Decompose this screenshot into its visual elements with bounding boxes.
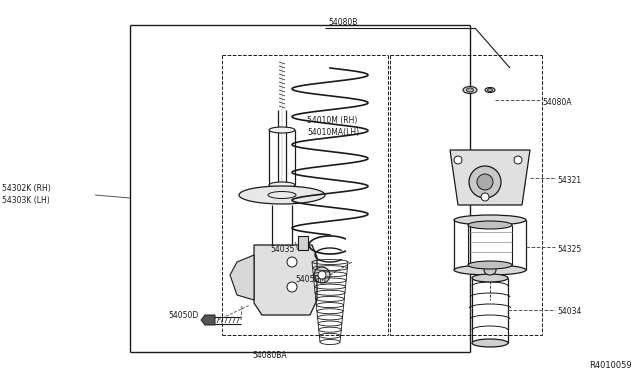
Text: 54325: 54325 [557,244,581,253]
Text: R4010059: R4010059 [589,360,632,369]
Ellipse shape [239,186,325,204]
Circle shape [287,282,297,292]
Text: 54050M: 54050M [295,276,326,285]
Polygon shape [230,255,254,300]
Circle shape [481,193,489,201]
Ellipse shape [269,127,295,133]
Text: 54010MA(LH): 54010MA(LH) [307,128,359,137]
Ellipse shape [468,221,512,229]
Circle shape [318,271,326,279]
Ellipse shape [467,88,474,92]
Bar [298,236,308,250]
Circle shape [477,174,493,190]
Ellipse shape [468,261,512,269]
Polygon shape [201,315,215,325]
Text: 54035: 54035 [270,246,294,254]
Circle shape [314,267,330,283]
Text: 54050D: 54050D [168,311,198,321]
Ellipse shape [485,87,495,93]
Ellipse shape [488,89,493,92]
Circle shape [287,257,297,267]
Circle shape [454,156,462,164]
Ellipse shape [454,265,526,275]
Circle shape [469,166,501,198]
Polygon shape [254,245,317,315]
Text: 54303K (LH): 54303K (LH) [2,196,50,205]
Text: 54080B: 54080B [328,17,357,26]
Ellipse shape [472,274,508,282]
Ellipse shape [484,265,496,275]
Text: 54034: 54034 [557,308,581,317]
Text: 54010M (RH): 54010M (RH) [307,115,357,125]
Text: 54080BA: 54080BA [253,352,287,360]
Text: 54302K (RH): 54302K (RH) [2,183,51,192]
Ellipse shape [454,215,526,225]
Ellipse shape [472,339,508,347]
Text: 54080A: 54080A [542,97,572,106]
Polygon shape [450,150,530,205]
Text: 54321: 54321 [557,176,581,185]
Circle shape [514,156,522,164]
Ellipse shape [463,87,477,93]
Ellipse shape [269,182,295,188]
